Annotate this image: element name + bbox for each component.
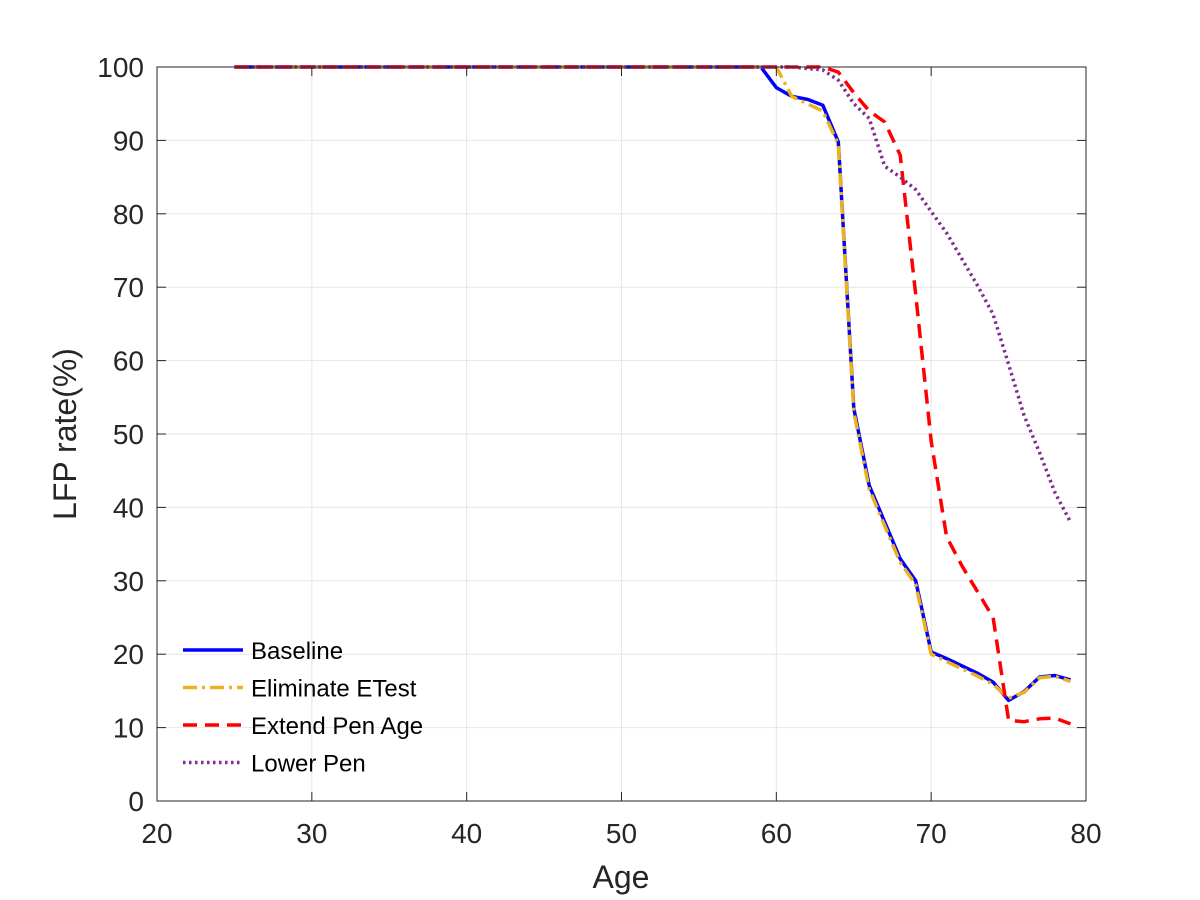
series-line-1	[234, 65, 1071, 703]
y-tick-label: 20	[113, 639, 144, 670]
y-tick-label: 100	[97, 52, 144, 83]
x-axis-title: Age	[593, 859, 650, 895]
y-tick-label: 90	[113, 125, 144, 156]
y-tick-label: 60	[113, 346, 144, 377]
y-tick-label: 80	[113, 199, 144, 230]
x-tick-label: 80	[1070, 818, 1101, 849]
y-axis-title: LFP rate(%)	[47, 348, 83, 520]
series-line-3	[234, 65, 1072, 726]
x-tick-label: 70	[916, 818, 947, 849]
legend-label: Extend Pen Age	[251, 713, 423, 740]
x-tick-label: 60	[761, 818, 792, 849]
x-tick-label: 30	[296, 818, 327, 849]
y-tick-label: 0	[128, 786, 144, 817]
x-tick-label: 50	[606, 818, 637, 849]
legend-label: Lower Pen	[251, 751, 366, 778]
y-tick-label: 30	[113, 566, 144, 597]
y-tick-label: 50	[113, 419, 144, 450]
x-tick-label: 20	[141, 818, 172, 849]
legend-label: Eliminate ETest	[251, 676, 417, 703]
y-tick-label: 40	[113, 492, 144, 523]
y-axis-ticks: 0 10 20 30 40 50 60 70 80 90 100	[97, 52, 1086, 817]
x-tick-label: 40	[451, 818, 482, 849]
y-tick-label: 10	[113, 713, 144, 744]
series-lines	[234, 65, 1073, 726]
legend-label: Baseline	[251, 638, 343, 665]
y-tick-label: 70	[113, 272, 144, 303]
x-axis-ticks: 20 30 40 50 60 70 80	[141, 67, 1102, 849]
legend: Baseline Eliminate ETest Extend Pen Age Low…	[183, 638, 423, 778]
series-line-2	[234, 65, 1072, 700]
